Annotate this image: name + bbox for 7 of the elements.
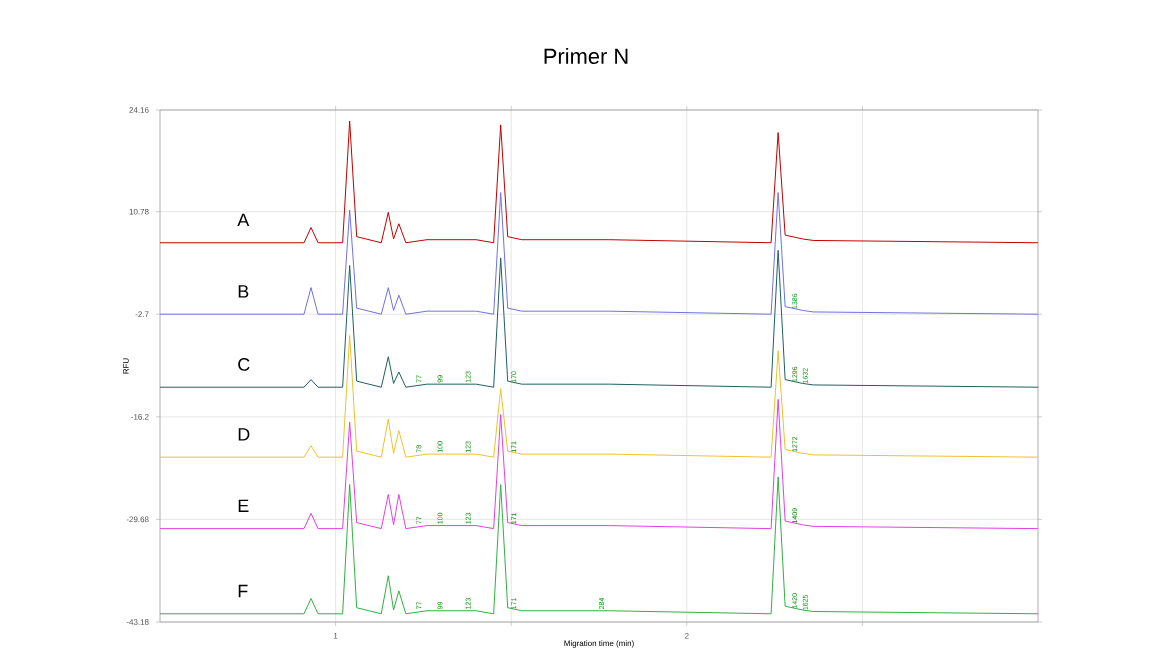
series-label: B [238, 285, 249, 298]
series-label: F [238, 584, 248, 598]
chart-title: Primer N [544, 47, 628, 65]
series-label: C [238, 358, 250, 371]
series-label: A [237, 213, 250, 227]
series-label: E [238, 499, 249, 512]
series-label: D [238, 428, 250, 441]
